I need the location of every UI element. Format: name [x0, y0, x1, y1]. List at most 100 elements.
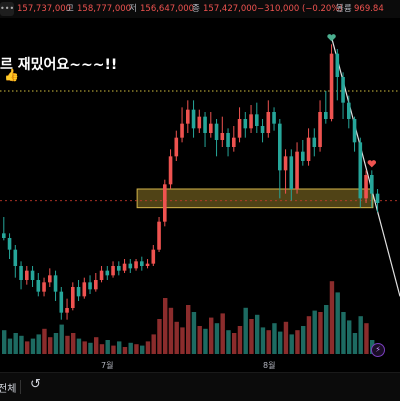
volume-bar [180, 327, 185, 354]
candle-body [2, 233, 6, 238]
candle-body [30, 270, 35, 280]
candle-body [370, 175, 374, 194]
volume-bar [278, 331, 283, 354]
volume-bar [329, 281, 335, 354]
candle-body [7, 238, 12, 250]
volume-bar [237, 326, 243, 354]
volume-bar [99, 344, 105, 354]
volume-bar [232, 333, 237, 354]
candle-body [364, 175, 368, 199]
volume-bar [220, 313, 225, 354]
candle-body [88, 282, 92, 290]
candle-body [214, 123, 219, 140]
volume-bar [19, 335, 24, 354]
volume-bar [13, 333, 18, 354]
candle-body [140, 261, 144, 266]
volume-bar [312, 310, 317, 354]
candle-body [134, 261, 138, 269]
candle-body [13, 249, 18, 266]
candle-body [36, 280, 41, 292]
open-value: 157,737,000 [17, 4, 72, 14]
volume-bar [174, 321, 179, 354]
volume-bar [260, 327, 266, 354]
heart-marker-icon [327, 34, 336, 42]
candle-body [283, 156, 288, 171]
volume-bar [59, 324, 64, 354]
candle-body [306, 137, 311, 161]
candle-body [358, 142, 363, 199]
volume-bar [128, 342, 133, 354]
candle-body [329, 53, 334, 119]
candle-body [111, 266, 115, 276]
volume-bar [163, 298, 168, 354]
range-all-button[interactable]: 전체 [0, 384, 17, 395]
low-value: 156,647,000 [140, 4, 195, 14]
volume-bar [134, 344, 139, 354]
volume-bar [191, 312, 197, 354]
chart-menu-icon[interactable]: ••• [0, 2, 14, 16]
volume-bar [249, 319, 254, 354]
candle-body [191, 109, 196, 129]
volume-bar [30, 338, 36, 354]
candle-body [59, 291, 64, 313]
volume-bar [266, 330, 271, 354]
candle-body [249, 114, 253, 129]
close-label: 종 [192, 4, 200, 14]
candle-body [65, 308, 69, 313]
candle-body [180, 123, 184, 138]
candle-body [151, 249, 156, 264]
change-value: −310,000 (−0.20%) [257, 4, 343, 14]
annotation-text: 르 재밌어요~~~!! [0, 57, 118, 73]
volume-bar [197, 326, 202, 354]
x-tick-august: 8월 [263, 361, 276, 370]
volume-bar [306, 316, 312, 354]
volume-bar [76, 338, 82, 354]
downtrend-line [330, 37, 400, 297]
high-value: 158,777,000 [77, 4, 132, 14]
candle-body [243, 119, 248, 129]
candle-body [375, 193, 380, 203]
volume-bar [341, 312, 346, 354]
candle-body [318, 112, 322, 147]
volume-bar [358, 316, 363, 354]
low-label: 저 [129, 4, 137, 14]
volume-bar [53, 333, 59, 354]
candle-body [260, 126, 265, 133]
candle-body [99, 270, 104, 280]
candle-body [82, 282, 87, 297]
markers [327, 34, 377, 168]
lightning-icon[interactable]: ⚡ [371, 343, 385, 357]
candle-body [266, 112, 271, 133]
volume-bar [7, 338, 13, 354]
volume-bar [71, 333, 76, 354]
ohlc-header: ••• 157,737,000 고 158,777,000 저 156,647,… [0, 0, 400, 18]
volume-bar [42, 328, 47, 354]
candle-body [117, 266, 121, 271]
price-chart[interactable] [0, 18, 400, 372]
volume-bar [65, 335, 70, 354]
volume-bar [364, 323, 369, 354]
support-zone [136, 188, 374, 209]
candle-body [203, 116, 207, 133]
candle-body [347, 102, 351, 119]
volume-bar [111, 345, 116, 354]
candle-body [53, 275, 58, 292]
candles [2, 44, 380, 320]
replay-icon[interactable]: ↺ [30, 377, 41, 392]
candle-body [163, 184, 167, 222]
candle-body [197, 116, 202, 129]
candle-body [335, 53, 340, 77]
heart-marker-icon [367, 160, 377, 168]
candle-body [122, 263, 127, 271]
x-tick-july: 7월 [101, 361, 114, 370]
volume-bar [352, 333, 358, 354]
volume-bar [94, 337, 99, 354]
bottom-toolbar: 전체 ↺ [0, 372, 400, 401]
candle-body [289, 156, 294, 189]
volume-bar [295, 330, 300, 354]
candle-body [25, 270, 29, 280]
candle-body [301, 151, 305, 161]
close-value: 157,427,000 [203, 4, 258, 14]
volume-bar [255, 314, 260, 354]
volume-bar [209, 317, 214, 354]
